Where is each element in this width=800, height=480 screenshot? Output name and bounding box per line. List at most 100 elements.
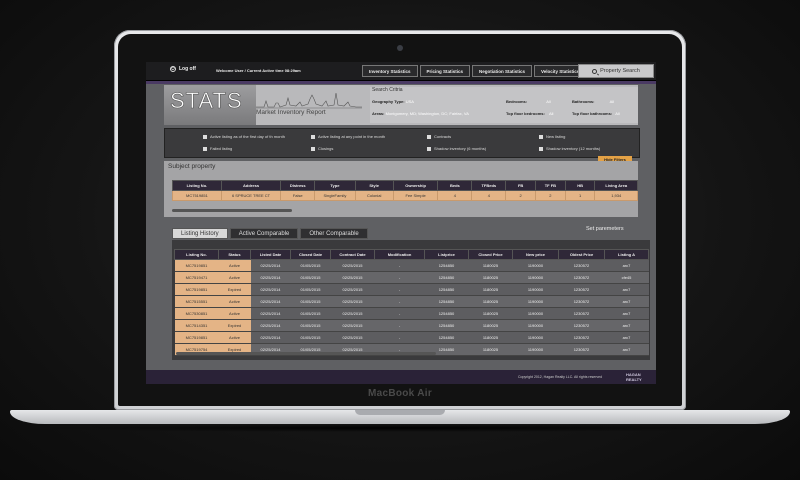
- column-header[interactable]: TF FB: [535, 180, 566, 191]
- column-header[interactable]: Style: [354, 180, 394, 191]
- table-cell: 1180025: [468, 343, 513, 356]
- table-cell: 02/25/2014: [250, 283, 291, 296]
- column-header[interactable]: Distress: [280, 180, 316, 191]
- tab-pricing-statistics[interactable]: Pricing Statistics: [419, 65, 471, 77]
- table-cell: arc7: [604, 319, 649, 332]
- column-header[interactable]: Listing No.: [172, 180, 222, 191]
- column-header[interactable]: Listing A: [604, 249, 649, 260]
- table-cell: 02/25/2014: [250, 271, 291, 284]
- copyright-text: Copyright 2012, Hagan Realty LLC. All ri…: [518, 375, 603, 379]
- column-header[interactable]: Listprice: [424, 249, 469, 260]
- checkbox-icon: [203, 146, 207, 151]
- laptop-shadow: [30, 424, 770, 432]
- table-row[interactable]: MC7519851 Expired 02/25/2014 01/05/2015 02/2…: [174, 283, 649, 296]
- column-header[interactable]: FB: [505, 180, 537, 191]
- column-header[interactable]: Listing No.: [174, 249, 219, 260]
- table-row[interactable]: MC7515551 Active 02/25/2014 01/05/2015 02/25…: [174, 295, 649, 308]
- column-header[interactable]: Listed Date: [250, 249, 291, 260]
- column-header[interactable]: TFBeds: [471, 180, 507, 191]
- column-header[interactable]: Ownership: [392, 180, 439, 191]
- column-header[interactable]: Oldest Price: [558, 249, 605, 260]
- table-cell: 02/25/2014: [250, 307, 291, 320]
- filter-contracts[interactable]: Contracts: [427, 134, 451, 139]
- column-header[interactable]: Status: [218, 249, 251, 260]
- tab-other-comparable[interactable]: Other Comparable: [300, 228, 368, 239]
- top-floor-label: Top floor bedrooms:: [506, 111, 545, 116]
- top-floor-bath-label: Top floor bathrooms:: [572, 111, 613, 116]
- checkbox-icon: [203, 134, 207, 139]
- table-cell: 02/25/2015: [330, 259, 375, 272]
- column-header[interactable]: Address: [220, 180, 282, 191]
- table-cell: MC7519851: [174, 259, 219, 272]
- areas-value: Montgomery, MD; Washington, DC; Fairfax,…: [385, 111, 469, 116]
- filter-active-first-day[interactable]: Active listing as of the first day of th…: [203, 134, 285, 139]
- power-icon: ⏻: [170, 66, 176, 72]
- table-cell: 1254850: [424, 307, 469, 320]
- property-search-button[interactable]: Property Search: [578, 64, 654, 78]
- subject-scrollbar[interactable]: [172, 209, 292, 212]
- column-header[interactable]: New price: [512, 249, 559, 260]
- checkbox-icon: [311, 134, 315, 139]
- table-cell: 1180025: [468, 295, 513, 308]
- checkbox-icon: [539, 146, 543, 151]
- filter-failed-listing[interactable]: Failed listing: [203, 146, 232, 151]
- checkbox-icon: [311, 146, 315, 151]
- tab-inventory-statistics[interactable]: Inventory Statistics: [362, 65, 418, 77]
- table-cell: arc7: [604, 343, 649, 356]
- table-row[interactable]: MC7519851 Active 02/25/2014 01/05/2015 02/25…: [174, 259, 649, 272]
- table-cell: Fee Simple: [392, 190, 439, 201]
- column-header[interactable]: HB: [564, 180, 596, 191]
- column-header[interactable]: Contract Date: [330, 249, 375, 260]
- tab-negotiation-statistics[interactable]: Negotiation Statistics: [472, 65, 533, 77]
- table-row[interactable]: MC7514351 Expired 02/25/2014 01/05/2015 02/2…: [174, 319, 649, 332]
- table-cell: 1230572: [558, 343, 605, 356]
- table-row[interactable]: MC7530851 Active 02/25/2014 01/05/2015 02/25…: [174, 307, 649, 320]
- top-floor-value: All: [548, 111, 554, 116]
- checkbox-icon: [427, 134, 431, 139]
- table-cell: 1254850: [424, 283, 469, 296]
- filter-label: Failed listing: [210, 146, 233, 151]
- history-header-row: Listing No. Status Listed Date Closed Da…: [174, 249, 649, 260]
- table-cell: 1180025: [468, 259, 513, 272]
- table-cell: 1180025: [468, 331, 513, 344]
- column-header[interactable]: Beds: [437, 180, 473, 191]
- filter-closings[interactable]: Closings: [311, 146, 333, 151]
- filter-shadow-6[interactable]: Shadow inventory (6 months): [427, 146, 486, 151]
- table-cell: 02/25/2015: [330, 331, 375, 344]
- top-floor-bath-row: Top floor bathrooms: All: [572, 111, 620, 116]
- logoff-button[interactable]: ⏻ Log off: [170, 66, 196, 72]
- table-cell: 02/25/2014: [250, 295, 291, 308]
- filter-label: Shadow inventory (6 months): [434, 146, 487, 151]
- table-cell: 1180025: [468, 283, 513, 296]
- footer: Copyright 2012, Hagan Realty LLC. All ri…: [146, 370, 656, 384]
- tab-active-comparable[interactable]: Active Comparable: [229, 228, 299, 239]
- tab-listing-history[interactable]: Listing History: [172, 228, 228, 239]
- filter-shadow-12[interactable]: Shadow inventory (12 months): [539, 146, 600, 151]
- table-cell: Active: [218, 295, 251, 308]
- filter-new-listing[interactable]: New listing: [539, 134, 565, 139]
- table-cell: arc7: [604, 259, 649, 272]
- table-cell: arc7: [604, 307, 649, 320]
- stats-tabs: Inventory Statistics Pricing Statistics …: [360, 65, 587, 77]
- table-row[interactable]: MC7519851 Active 02/25/2014 01/05/2015 02/25…: [174, 331, 649, 344]
- column-header[interactable]: Closed Date: [290, 249, 331, 260]
- table-cell: 1,934: [594, 190, 638, 201]
- column-header[interactable]: Modification: [374, 249, 425, 260]
- history-scrollbar[interactable]: [176, 352, 436, 355]
- column-header[interactable]: Closed Price: [468, 249, 513, 260]
- filters-panel: Active listing as of the first day of th…: [164, 128, 640, 158]
- filter-active-any-point[interactable]: Active listing at any point in the month: [311, 134, 385, 139]
- table-row[interactable]: MC7519471 Active 02/25/2014 01/05/2015 02/25…: [174, 271, 649, 284]
- filter-label: Active listing as of the first day of th…: [210, 134, 285, 139]
- column-header[interactable]: Type: [314, 180, 356, 191]
- filter-label: Shadow inventory (12 months): [546, 146, 601, 151]
- hide-filters-button[interactable]: Hide Filters: [598, 156, 632, 163]
- table-cell: 1230572: [558, 319, 605, 332]
- hagan-realty-logo: HAGAN REALTY: [626, 372, 642, 382]
- table-cell: 1190000: [512, 343, 559, 356]
- logoff-label: Log off: [179, 66, 196, 72]
- column-header[interactable]: Living Area: [594, 180, 638, 191]
- table-cell: MC7515551: [174, 295, 219, 308]
- set-parameters-link[interactable]: Set paremeters: [586, 226, 624, 232]
- table-row[interactable]: MC7519851 6 SPRUCE TREE CT False SingleF…: [172, 190, 638, 201]
